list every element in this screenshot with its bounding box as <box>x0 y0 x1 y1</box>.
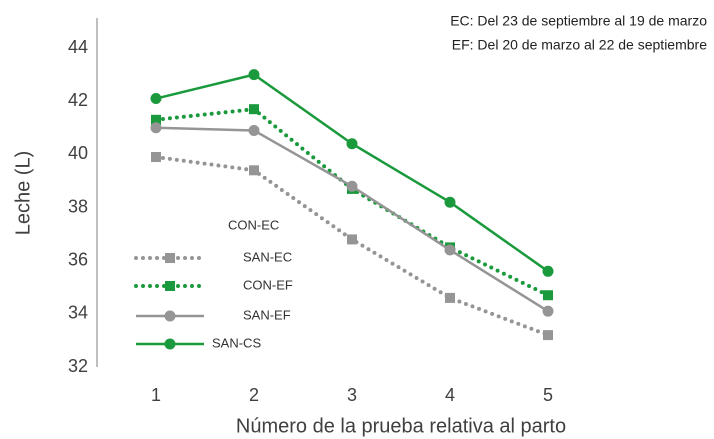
point <box>543 290 553 301</box>
point <box>445 292 455 303</box>
legend-title: CON-EC <box>228 217 279 232</box>
y-axis-label: Leche (L) <box>12 151 34 236</box>
point <box>542 265 554 277</box>
legend-marker <box>164 310 176 322</box>
y-tick-label: 36 <box>68 249 88 269</box>
point <box>151 114 161 125</box>
y-tick-label: 34 <box>68 303 88 323</box>
point <box>150 93 162 105</box>
series-line <box>154 107 550 298</box>
point <box>542 305 554 317</box>
point <box>248 69 260 81</box>
annotation: EC: Del 23 de septiembre al 19 de marzo <box>450 13 707 29</box>
legend-label: SAN-EC <box>243 249 292 264</box>
x-tick-label: 5 <box>543 385 553 405</box>
y-tick-label: 32 <box>68 356 88 376</box>
point <box>346 180 358 192</box>
legend-marker <box>165 281 175 291</box>
y-tick-label: 40 <box>68 143 88 163</box>
annotation: EF: Del 20 de marzo al 22 de septiembre <box>452 37 707 53</box>
point <box>444 196 456 208</box>
legend-label: CON-EF <box>243 277 293 292</box>
series-line <box>155 126 549 313</box>
y-tick-label: 42 <box>68 90 88 110</box>
x-axis-label: Número de la prueba relativa al parto <box>236 415 566 437</box>
point <box>249 104 259 115</box>
legend-label: SAN-CS <box>212 335 261 350</box>
legend-marker <box>165 253 175 263</box>
point <box>346 138 358 150</box>
legend-marker <box>164 338 176 350</box>
x-tick-label: 4 <box>445 385 455 405</box>
point <box>249 165 259 176</box>
point <box>151 152 161 163</box>
point <box>444 244 456 256</box>
x-tick-label: 3 <box>347 385 357 405</box>
x-tick-label: 1 <box>151 385 161 405</box>
point <box>150 122 162 134</box>
point <box>347 234 357 245</box>
y-tick-label: 44 <box>68 37 88 57</box>
point <box>543 330 553 341</box>
point <box>248 124 260 136</box>
x-tick-label: 2 <box>249 385 259 405</box>
y-tick-label: 38 <box>68 196 88 216</box>
legend-label: SAN-EF <box>243 307 291 322</box>
